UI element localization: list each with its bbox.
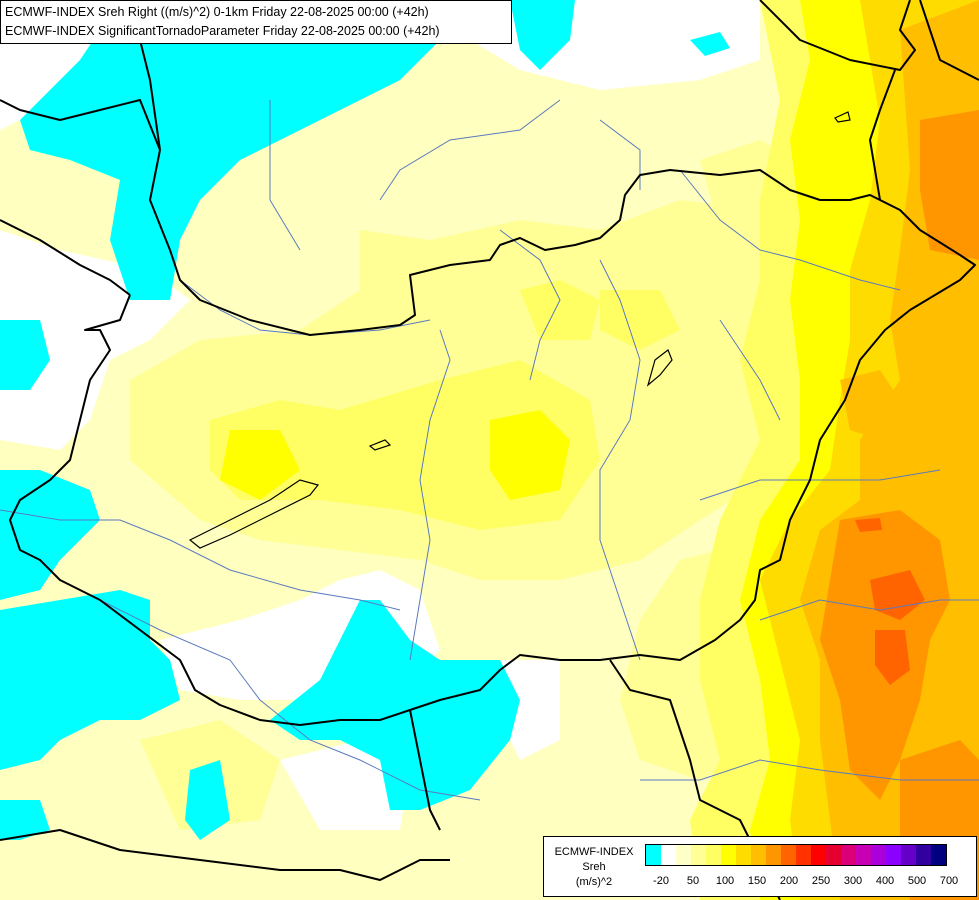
legend-tick-label: -20 xyxy=(653,875,669,887)
legend-swatch xyxy=(856,845,871,865)
legend-swatch xyxy=(886,845,901,865)
legend-swatch xyxy=(826,845,841,865)
legend-tick-label: 700 xyxy=(939,875,959,887)
legend-swatch xyxy=(901,845,916,865)
legend-tick-label: 300 xyxy=(843,875,863,887)
legend-swatch xyxy=(766,845,781,865)
legend-title-unit: (m/s)^2 xyxy=(575,876,613,888)
legend-tick-label: 400 xyxy=(875,875,895,887)
legend-swatch xyxy=(691,845,706,865)
legend-swatch xyxy=(931,845,946,865)
legend-swatch xyxy=(706,845,721,865)
legend-swatch xyxy=(781,845,796,865)
negative-areas xyxy=(0,0,730,840)
legend-tick-label: 50 xyxy=(686,875,700,887)
legend-swatch xyxy=(916,845,931,865)
legend-tick-label: 100 xyxy=(715,875,735,887)
legend-tick-label: 200 xyxy=(779,875,799,887)
legend-swatch xyxy=(676,845,691,865)
rivers xyxy=(0,99,979,801)
legend-tick-label: 250 xyxy=(811,875,831,887)
legend-swatch xyxy=(796,845,811,865)
legend-title-parameter: Sreh xyxy=(582,861,606,873)
legend-tick-label: 500 xyxy=(907,875,927,887)
legend-swatch xyxy=(646,845,661,865)
legend-swatches xyxy=(645,844,947,866)
map-title-box: ECMWF-INDEX Sreh Right ((m/s)^2) 0-1km F… xyxy=(0,0,512,44)
legend-title: ECMWF-INDEX Sreh (m/s)^2 xyxy=(546,845,642,890)
legend-swatch xyxy=(736,845,751,865)
color-legend: ECMWF-INDEX Sreh (m/s)^2 -20 50 100 150 200 2… xyxy=(543,836,977,897)
legend-swatch xyxy=(661,845,676,865)
map-title-line-2: ECMWF-INDEX SignificantTornadoParameter … xyxy=(5,24,440,38)
legend-swatch xyxy=(811,845,826,865)
legend-title-model: ECMWF-INDEX xyxy=(554,846,634,858)
legend-swatch xyxy=(721,845,736,865)
lakes xyxy=(188,111,851,549)
legend-swatch xyxy=(751,845,766,865)
legend-swatch xyxy=(871,845,886,865)
legend-swatch xyxy=(841,845,856,865)
map-title-line-1: ECMWF-INDEX Sreh Right ((m/s)^2) 0-1km F… xyxy=(5,5,429,19)
legend-tick-label: 150 xyxy=(747,875,767,887)
